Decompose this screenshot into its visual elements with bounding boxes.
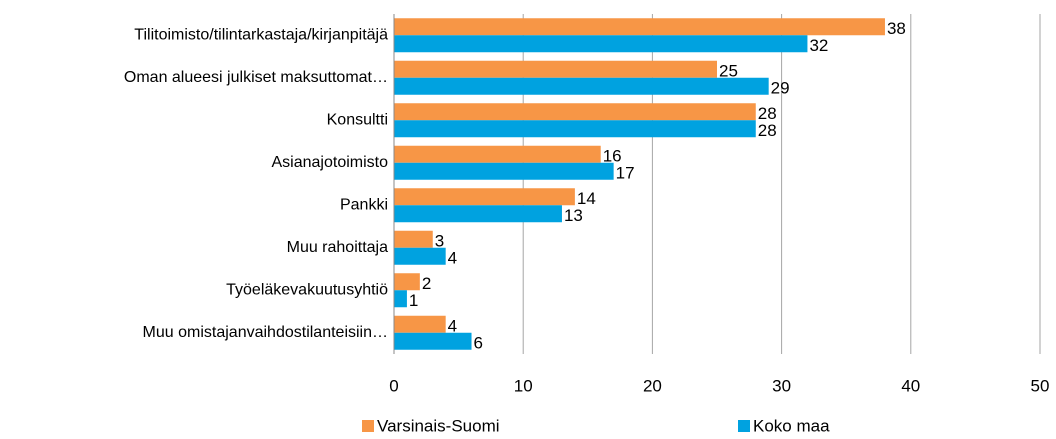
bar	[394, 332, 472, 350]
bar	[394, 205, 562, 223]
bar	[394, 145, 601, 163]
x-tick-label: 50	[1031, 376, 1050, 395]
y-tick-label: Työeläkevakuutusyhtiö	[226, 281, 388, 298]
y-tick-label: Oman alueesi julkiset maksuttomat…	[124, 69, 388, 86]
y-tick-label: Muu rahoittaja	[287, 239, 388, 256]
data-label: 14	[577, 189, 596, 208]
x-tick-label: 30	[772, 376, 791, 395]
bar	[394, 18, 885, 36]
data-label: 13	[564, 206, 583, 225]
bar	[394, 35, 808, 53]
legend-swatch	[738, 420, 750, 432]
data-label: 16	[603, 147, 622, 166]
data-label: 25	[719, 62, 738, 81]
y-tick-label: Pankki	[340, 196, 388, 213]
data-label: 17	[616, 164, 635, 183]
data-label: 2	[422, 274, 431, 293]
legend-label: Koko maa	[753, 416, 830, 435]
data-label: 28	[758, 121, 777, 140]
bar	[394, 247, 446, 265]
bar	[394, 230, 433, 248]
bar	[394, 77, 769, 95]
y-tick-label: Tilitoimisto/tilintarkastaja/kirjanpitäj…	[134, 26, 388, 43]
data-label: 1	[409, 291, 418, 310]
bar	[394, 120, 756, 138]
bar	[394, 290, 407, 308]
legend-label: Varsinais-Suomi	[377, 416, 500, 435]
data-label: 3	[435, 232, 444, 251]
bar	[394, 103, 756, 121]
data-label: 38	[887, 19, 906, 38]
data-label: 4	[448, 317, 457, 336]
data-label: 6	[474, 334, 483, 353]
y-tick-label: Asianajotoimisto	[272, 154, 389, 171]
legend-swatch	[362, 420, 374, 432]
bar	[394, 60, 717, 78]
y-tick-label: Konsultti	[327, 111, 388, 128]
x-tick-label: 20	[643, 376, 662, 395]
data-label: 32	[809, 36, 828, 55]
x-tick-label: 10	[514, 376, 533, 395]
bar	[394, 315, 446, 333]
data-label: 4	[448, 249, 457, 268]
data-label: 29	[771, 79, 790, 98]
bar	[394, 188, 575, 206]
bar	[394, 273, 420, 291]
x-tick-label: 0	[389, 376, 398, 395]
data-label: 28	[758, 104, 777, 123]
bar	[394, 162, 614, 180]
x-tick-label: 40	[901, 376, 920, 395]
y-tick-label: Muu omistajanvaihdostilanteisiin…	[143, 324, 388, 341]
